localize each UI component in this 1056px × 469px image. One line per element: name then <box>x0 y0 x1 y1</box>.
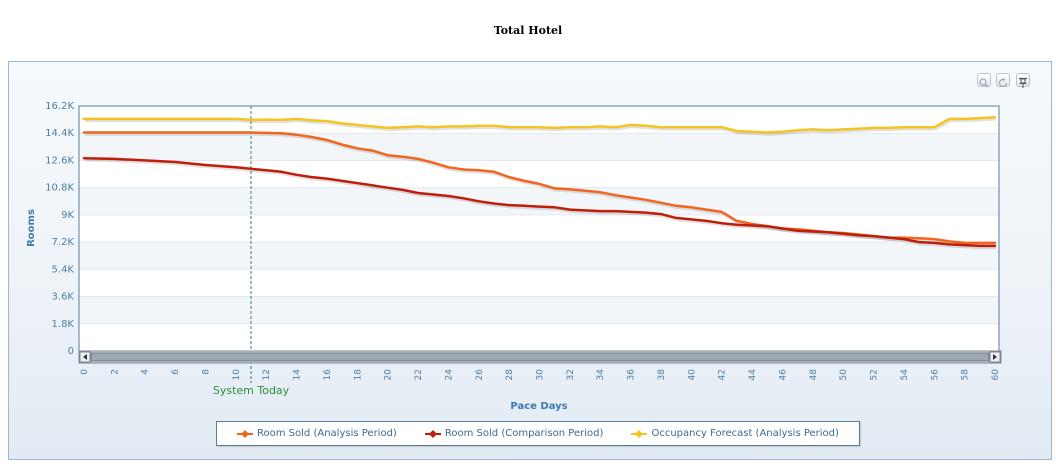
legend-item-comparison[interactable]: Room Sold (Comparison Period) <box>424 428 604 439</box>
arrow-right-icon <box>993 354 997 360</box>
plot-area <box>79 106 999 351</box>
y-axis-ticks: 0 1.8K 3.6K 5.4K 7.2K 9K 10.8K 12.6K 14.4K 16.2K <box>45 101 74 357</box>
plot-band <box>79 133 999 161</box>
x-tick-label: 44 <box>748 369 758 381</box>
legend-label-comparison: Room Sold (Comparison Period) <box>444 428 604 439</box>
x-tick-label: 22 <box>414 369 424 380</box>
x-tick-label: 4 <box>141 369 151 375</box>
x-tick-label: 28 <box>505 369 515 381</box>
x-tick-label: 50 <box>839 369 849 381</box>
series-line-forecast[interactable] <box>82 116 997 134</box>
y-tick-label: 5.4K <box>52 264 75 275</box>
x-tick-label: 14 <box>293 369 303 381</box>
x-tick-label: 0 <box>80 369 90 375</box>
series-line-comparison-shadow <box>84 157 996 250</box>
series-lines <box>82 116 997 250</box>
y-tick-label: 0 <box>68 346 74 357</box>
x-tick-label: 52 <box>870 369 880 380</box>
x-tick-label: 30 <box>536 369 546 381</box>
legend: Room Sold (Analysis Period) Room Sold (C… <box>216 421 860 446</box>
x-tick-label: 40 <box>687 369 697 381</box>
x-tick-label: 24 <box>444 369 454 381</box>
legend-item-forecast[interactable]: Occupancy Forecast (Analysis Period) <box>631 428 839 439</box>
x-tick-label: 34 <box>596 369 606 381</box>
legend-marker-comparison <box>424 429 441 438</box>
x-tick-label: 18 <box>353 369 363 381</box>
refresh-icon <box>998 77 1008 88</box>
y-axis-label: Rooms <box>26 209 37 247</box>
x-tick-label: 16 <box>323 369 333 381</box>
x-tick-label: 60 <box>991 369 1001 381</box>
horizontal-scrollbar[interactable] <box>78 350 1002 364</box>
plot-band <box>79 242 999 270</box>
pin-icon <box>1019 77 1027 88</box>
x-tick-label: 10 <box>232 369 242 381</box>
y-tick-label: 7.2K <box>52 237 75 248</box>
legend-marker-analysis <box>237 429 254 438</box>
system-today-label: System Today <box>213 384 290 397</box>
legend-marker-forecast <box>631 429 648 438</box>
y-tick-label: 1.8K <box>52 319 75 330</box>
legend-item-analysis[interactable]: Room Sold (Analysis Period) <box>237 428 397 439</box>
zoom-button[interactable] <box>977 73 991 88</box>
x-tick-label: 2 <box>110 369 120 375</box>
plot-band <box>79 187 999 215</box>
series-line-comparison[interactable] <box>82 156 997 248</box>
reset-zoom-button[interactable] <box>996 73 1010 88</box>
x-tick-label: 58 <box>961 369 971 381</box>
page-title: Total Hotel <box>493 24 563 37</box>
y-tick-label: 12.6K <box>45 155 74 166</box>
x-tick-label: 20 <box>384 369 394 381</box>
x-tick-label: 12 <box>262 369 272 380</box>
x-tick-label: 26 <box>475 369 485 381</box>
x-tick-label: 56 <box>930 369 940 381</box>
x-tick-label: 54 <box>900 369 910 381</box>
y-tick-label: 14.4K <box>45 128 74 139</box>
y-tick-label: 10.8K <box>45 183 74 194</box>
system-today-marker: System Today <box>213 106 290 397</box>
legend-label-forecast: Occupancy Forecast (Analysis Period) <box>651 428 839 439</box>
y-tick-label: 9K <box>61 210 74 221</box>
x-tick-label: 8 <box>201 369 211 375</box>
scrollbar-thumb[interactable] <box>90 352 990 362</box>
x-tick-label: 32 <box>566 369 576 380</box>
y-tick-label: 3.6K <box>52 292 75 303</box>
magnifier-icon <box>979 78 989 88</box>
x-axis-label: Pace Days <box>510 401 567 412</box>
x-tick-label: 36 <box>627 369 637 381</box>
plot-band <box>79 296 999 324</box>
x-tick-label: 42 <box>718 369 728 380</box>
arrow-left-icon <box>83 354 87 360</box>
x-tick-label: 38 <box>657 369 667 381</box>
x-tick-label: 48 <box>809 369 819 381</box>
pin-button[interactable] <box>1016 73 1030 88</box>
x-tick-label: 6 <box>171 369 181 375</box>
x-axis-ticks: 0 2 4 6 8 10 12 14 16 18 20 22 24 26 28 30 32 34 36 38 40 42 4… <box>80 369 1001 381</box>
y-tick-label: 16.2K <box>45 101 74 112</box>
series-line-forecast-shadow <box>85 117 997 136</box>
legend-label-analysis: Room Sold (Analysis Period) <box>257 428 397 439</box>
x-tick-label: 46 <box>778 369 788 381</box>
